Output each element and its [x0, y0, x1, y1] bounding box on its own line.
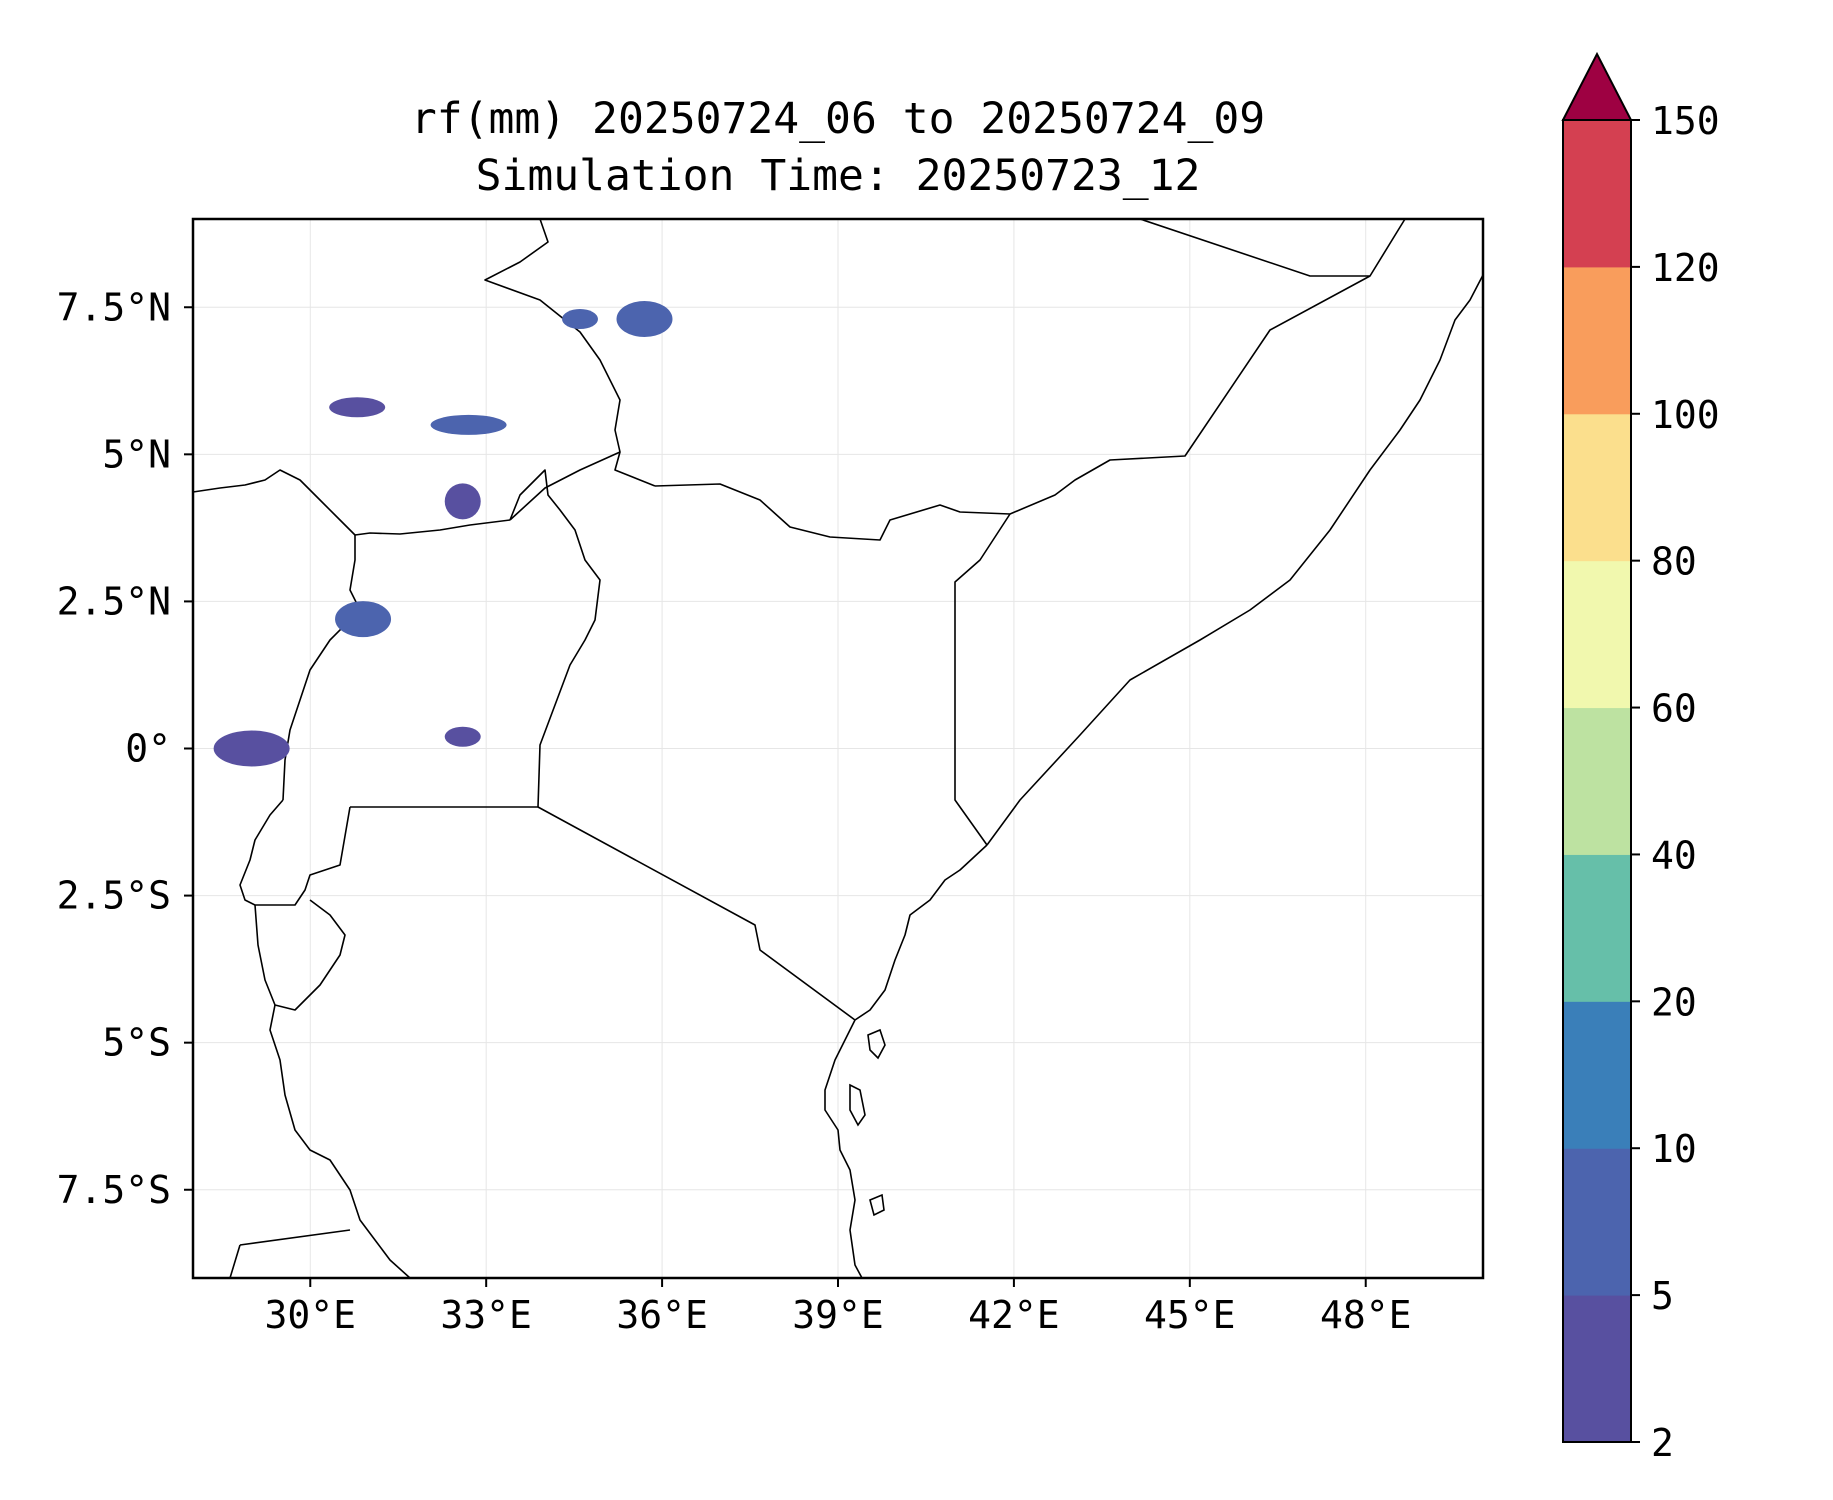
x-tick-label: 39°E [792, 1293, 884, 1337]
colorbar-tick-label: 20 [1651, 980, 1697, 1024]
gridlines [193, 219, 1483, 1278]
map-panel [191, 217, 1485, 1280]
x-tick-label: 42°E [968, 1293, 1060, 1337]
colorbar-segment [1563, 560, 1631, 709]
border-kenya-ethiopia [654, 483, 1011, 541]
y-tick-label: 5°S [102, 1021, 171, 1065]
border-kenya-tanzania [537, 806, 856, 1021]
islands [849, 1028, 886, 1217]
colorbar-segment [1563, 1001, 1631, 1149]
x-tick-label: 45°E [1144, 1293, 1236, 1337]
border-somalia-north [1139, 218, 1370, 277]
x-tick-label: 48°E [1320, 1293, 1412, 1337]
rain-patch [335, 601, 392, 638]
rain-patch [562, 309, 598, 330]
colorbar-segment [1563, 707, 1631, 855]
y-tick-label: 7.5°S [57, 1168, 171, 1212]
colorbar-segment [1563, 1148, 1631, 1296]
border-ethiopia-somalia [1009, 218, 1406, 515]
colorbar-tick-label: 80 [1651, 540, 1697, 584]
colorbar: 2 5 10 20 40 60 80 100 120 150 [1561, 51, 1720, 1465]
border-drc-south-sudan [192, 469, 356, 536]
colorbar-tick-label: 60 [1651, 687, 1697, 731]
border-south-sudan-kenya [509, 451, 621, 521]
border-tanzania-zambia [239, 1229, 351, 1246]
rain-patch [616, 301, 673, 338]
colorbar-tick-label: 2 [1651, 1421, 1674, 1465]
rain-patch [444, 483, 481, 520]
island-mafia [869, 1193, 885, 1217]
coastline-kenya [854, 844, 988, 1021]
colorbar-tick-label: 10 [1651, 1127, 1697, 1171]
colorbar-segment [1563, 266, 1631, 415]
colorbar-tick-label: 100 [1651, 393, 1720, 437]
colorbar-segment [1563, 413, 1631, 562]
border-zambia-south [229, 1244, 241, 1279]
colorbar-tick-label: 40 [1651, 833, 1697, 877]
x-axis: 30°E 33°E 36°E 39°E 42°E 45°E 48°E [265, 1278, 1412, 1337]
border-uganda-south-sudan [354, 519, 511, 536]
border-tanzania-drc [254, 899, 346, 1011]
island-zanzibar [849, 1083, 866, 1127]
coastline-tanzania [824, 1019, 863, 1279]
coastline-somalia [986, 274, 1484, 846]
colorbar-segment [1563, 120, 1631, 268]
colorbar-segment [1563, 854, 1631, 1002]
colorbar-extend-arrow [1561, 51, 1633, 121]
rain-patch [329, 397, 386, 418]
colorbar-tick-label: 5 [1651, 1274, 1674, 1318]
title-line-2: Simulation Time: 20250723_12 [476, 151, 1201, 201]
island-pemba [867, 1028, 886, 1060]
border-kenya-uganda [509, 469, 601, 808]
y-axis: 7.5°N 5°N 2.5°N 0° 2.5°S 5°S 7.5°S [57, 285, 193, 1212]
rain-patch [430, 414, 507, 435]
y-tick-label: 2.5°S [57, 874, 171, 918]
y-tick-label: 5°N [102, 432, 171, 476]
colorbar-tick-label: 120 [1651, 246, 1720, 290]
colorbar-frame [1562, 119, 1632, 1443]
border-south-sudan-ethiopia [484, 218, 656, 487]
border-kenya-somalia [954, 513, 1011, 846]
rain-patch [444, 726, 481, 747]
x-tick-label: 36°E [616, 1293, 708, 1337]
border-rwanda-burundi [239, 799, 351, 906]
title-line-1: rf(mm) 20250724_06 to 20250724_09 [411, 94, 1265, 144]
border-tanzania-west [269, 1004, 411, 1279]
rainfall-areas [213, 301, 673, 767]
y-tick-label: 0° [125, 727, 171, 771]
y-tick-label: 2.5°N [57, 579, 171, 623]
x-tick-label: 33°E [440, 1293, 532, 1337]
colorbar-segment [1563, 1295, 1631, 1443]
rain-patch [213, 730, 290, 767]
colorbar-tick-label: 150 [1651, 99, 1720, 143]
country-borders [192, 218, 1484, 1279]
x-tick-label: 30°E [265, 1293, 357, 1337]
y-tick-label: 7.5°N [57, 285, 171, 329]
